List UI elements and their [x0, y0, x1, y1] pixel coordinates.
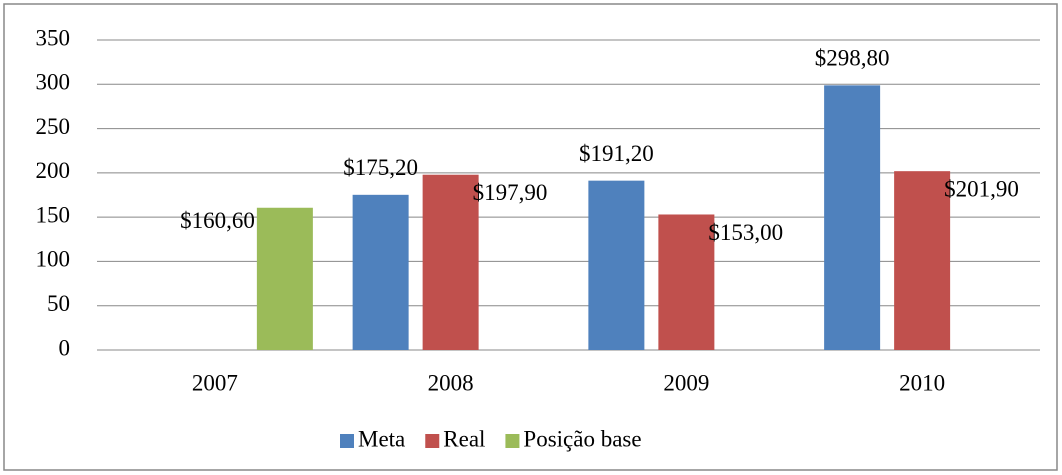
data-label: $175,20 — [343, 155, 418, 180]
x-tick-label: 2009 — [663, 370, 709, 395]
legend-label: Real — [443, 426, 485, 451]
data-label: $298,80 — [815, 46, 890, 71]
y-tick-label: 100 — [36, 247, 71, 272]
bar — [894, 171, 951, 350]
x-tick-label: 2008 — [428, 370, 474, 395]
bar — [352, 194, 409, 350]
data-label: $191,20 — [579, 141, 654, 166]
y-tick-label: 350 — [36, 25, 71, 50]
data-label: $197,90 — [473, 180, 548, 205]
bar — [422, 174, 479, 350]
legend-label: Posição base — [523, 426, 641, 451]
bar — [658, 214, 715, 350]
data-label: $160,60 — [180, 208, 255, 233]
legend-swatch — [340, 434, 354, 448]
legend-swatch — [505, 434, 520, 448]
y-tick-label: 250 — [36, 114, 71, 139]
bar — [588, 180, 645, 350]
data-label: $201,90 — [944, 176, 1019, 201]
x-tick-label: 2010 — [899, 370, 945, 395]
y-tick-label: 300 — [36, 70, 71, 95]
bar — [824, 85, 881, 350]
y-tick-label: 150 — [36, 202, 71, 227]
chart-border — [3, 3, 1058, 471]
y-tick-label: 50 — [47, 291, 70, 316]
y-tick-label: 200 — [36, 158, 71, 183]
bar — [256, 207, 313, 350]
x-tick-label: 2007 — [192, 370, 238, 395]
legend-swatch — [425, 434, 440, 448]
legend-label: Meta — [358, 426, 405, 451]
data-label: $153,00 — [708, 220, 783, 245]
y-tick-label: 0 — [59, 335, 71, 360]
